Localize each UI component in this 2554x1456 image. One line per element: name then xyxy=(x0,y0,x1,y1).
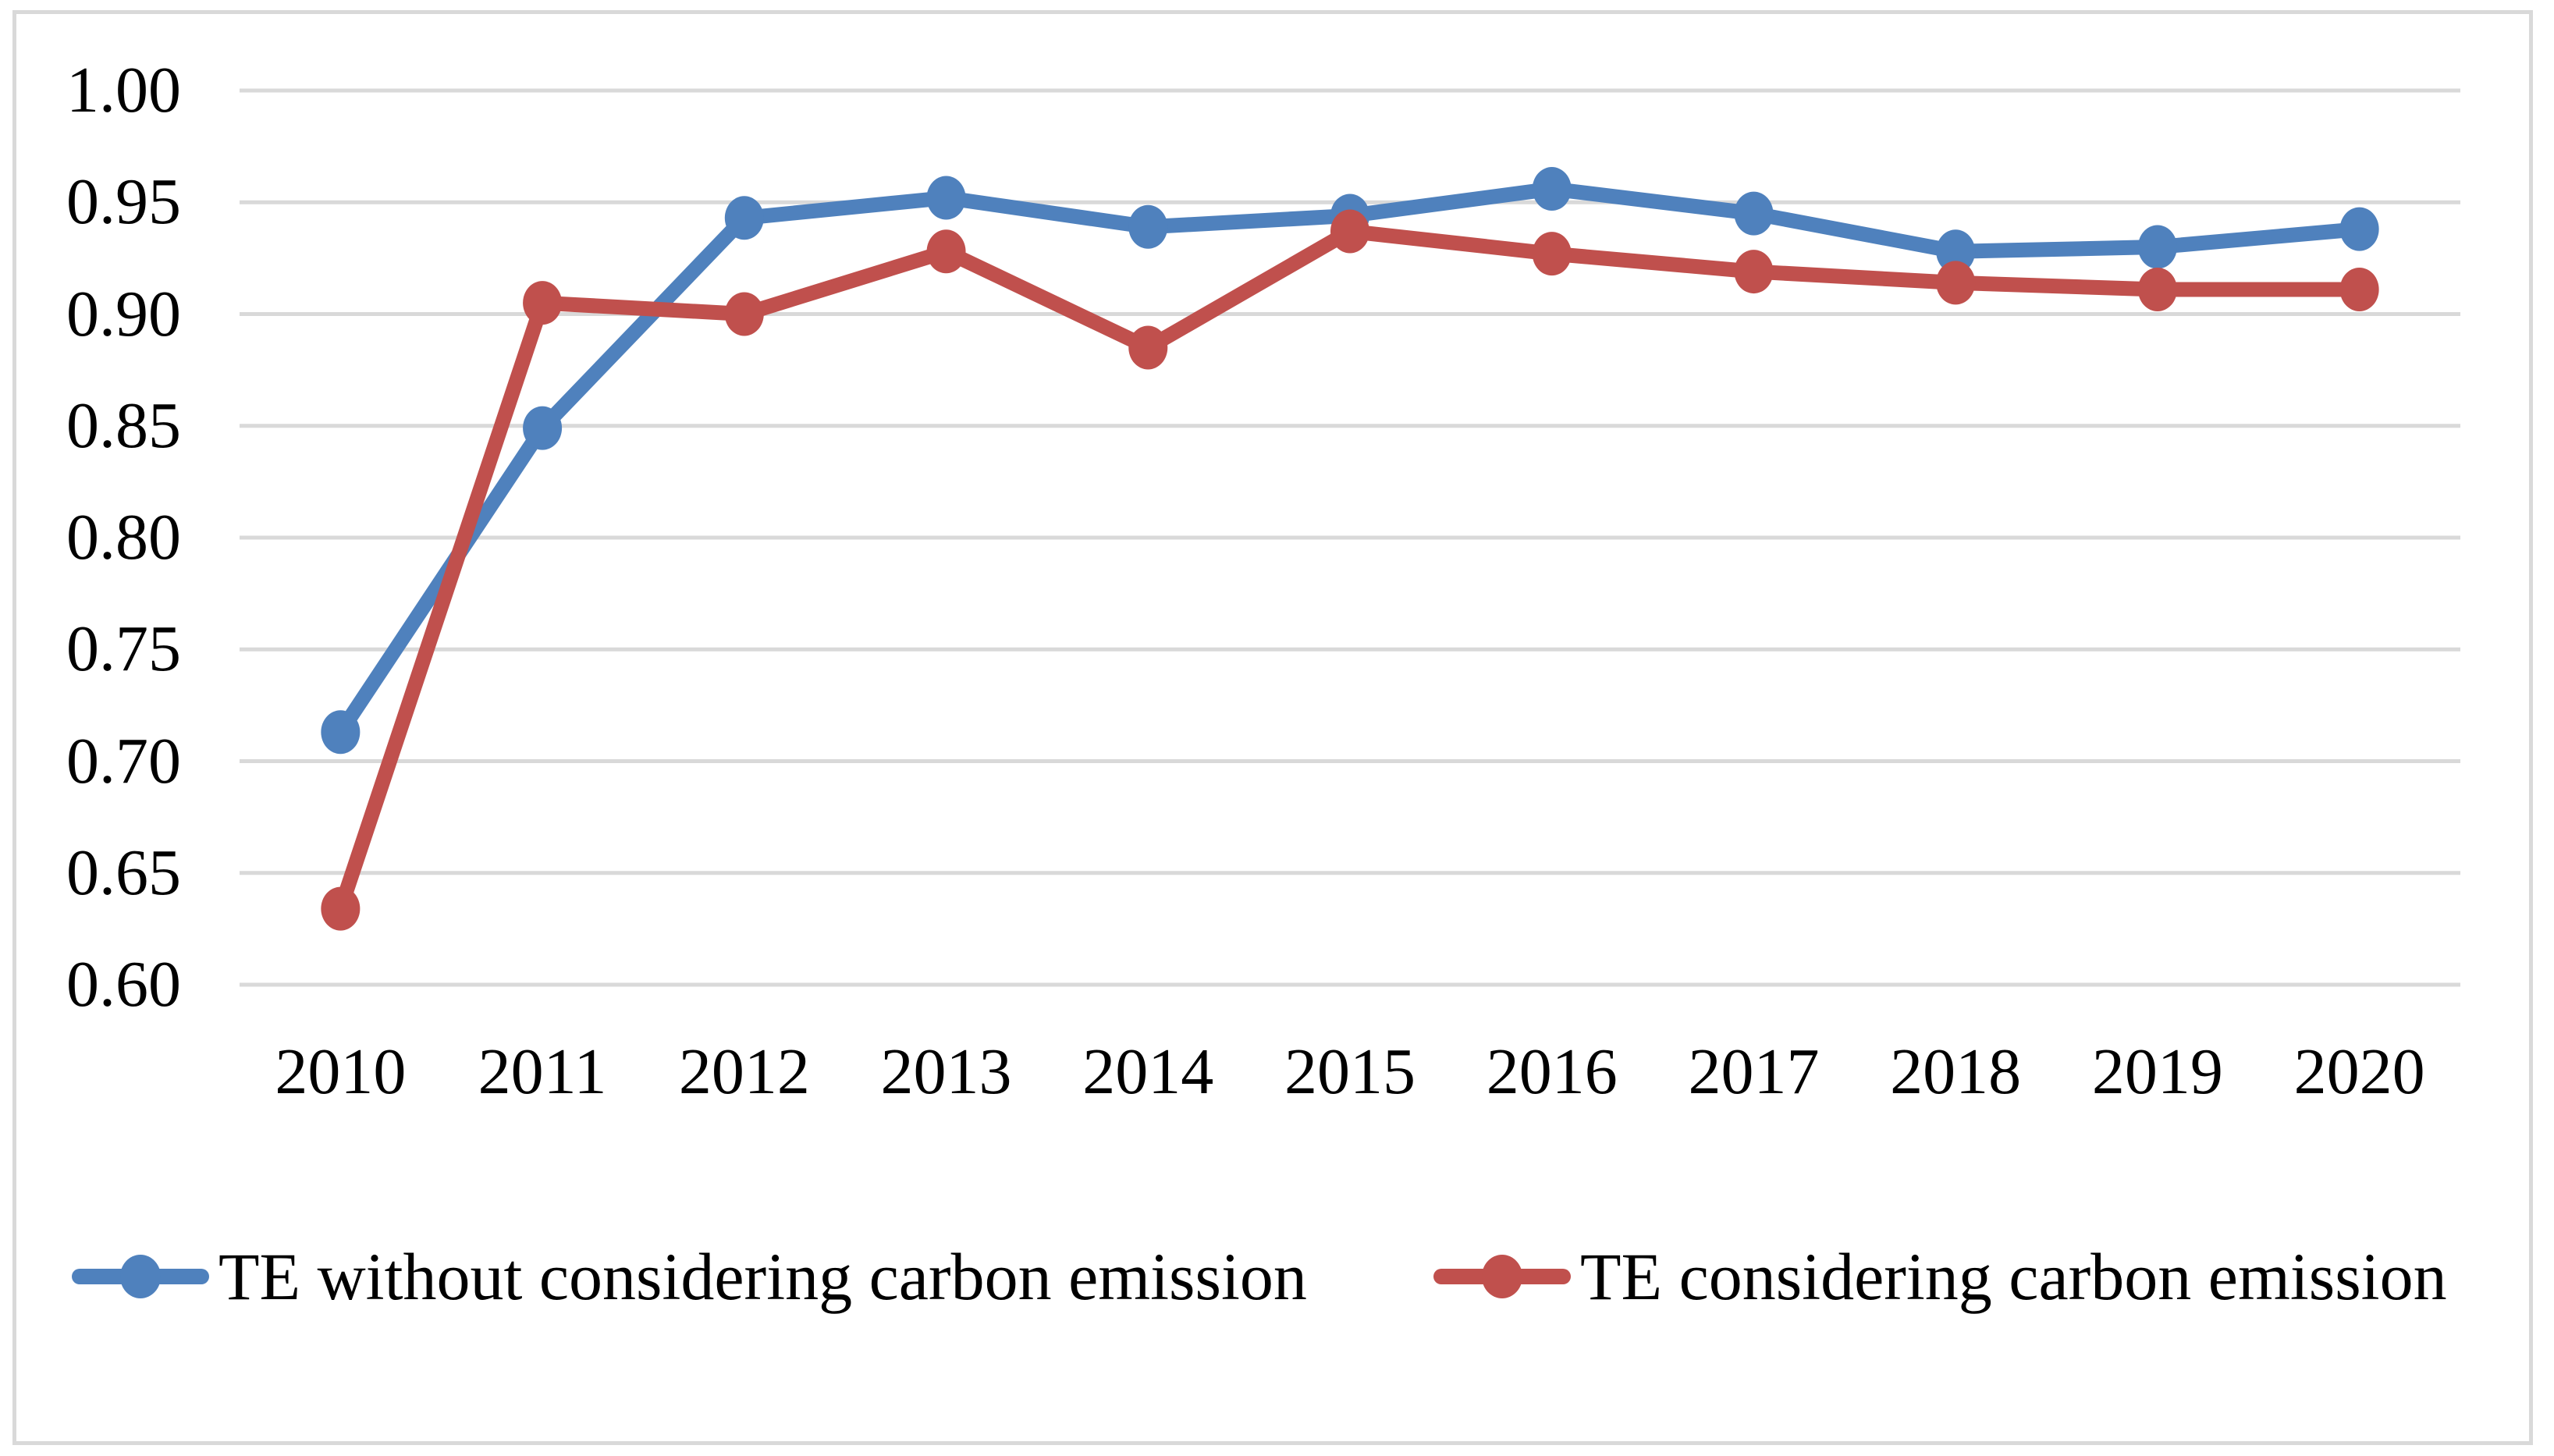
x-axis-tick-label: 2018 xyxy=(1890,1035,2022,1108)
x-axis-tick-label: 2019 xyxy=(2091,1035,2223,1108)
y-axis-tick-label: 0.70 xyxy=(66,724,181,797)
data-point-marker xyxy=(1128,204,1168,249)
data-point-marker xyxy=(2339,207,2379,251)
legend-item-without-carbon: TE without considering carbon emission xyxy=(70,1230,1307,1323)
data-point-marker xyxy=(1532,167,1572,211)
x-axis-tick-label: 2010 xyxy=(275,1035,407,1108)
x-axis-tick-label: 2013 xyxy=(880,1035,1012,1108)
data-point-marker xyxy=(2137,267,2177,311)
data-point-marker xyxy=(1936,261,1976,305)
data-point-marker xyxy=(1128,325,1168,370)
y-axis-tick-label: 0.85 xyxy=(66,389,181,462)
data-point-marker xyxy=(926,229,966,274)
y-axis-tick-label: 0.75 xyxy=(66,613,181,686)
x-axis-tick-label: 2015 xyxy=(1284,1035,1416,1108)
legend-dot xyxy=(120,1255,161,1298)
x-axis-tick-label: 2020 xyxy=(2293,1035,2425,1108)
data-point-marker xyxy=(724,292,764,336)
x-axis-tick-label: 2014 xyxy=(1082,1035,1214,1108)
y-axis-tick-label: 1.00 xyxy=(66,54,181,126)
legend-label: TE considering carbon emission xyxy=(1580,1239,2447,1314)
y-axis-tick-label: 0.65 xyxy=(66,836,181,909)
y-axis-tick-label: 0.95 xyxy=(66,165,181,239)
data-point-marker xyxy=(1936,229,1976,274)
line-marker-icon xyxy=(72,1255,209,1298)
x-axis-tick-label: 2016 xyxy=(1486,1035,1618,1108)
x-axis-tick-label: 2011 xyxy=(478,1035,607,1108)
data-point-marker xyxy=(1532,232,1572,276)
data-point-marker xyxy=(926,176,966,220)
data-point-marker xyxy=(1330,209,1369,254)
x-axis-tick-label: 2017 xyxy=(1688,1035,1820,1108)
legend-item-with-carbon: TE considering carbon emission xyxy=(1432,1230,2447,1323)
legend-label: TE without considering carbon emission xyxy=(218,1239,1307,1314)
y-axis-tick-label: 0.90 xyxy=(66,277,181,350)
data-point-marker xyxy=(1734,191,1774,236)
data-point-marker xyxy=(523,406,563,450)
data-point-marker xyxy=(1734,250,1774,294)
data-point-marker xyxy=(321,710,361,755)
data-point-marker xyxy=(2339,267,2379,311)
data-point-marker xyxy=(2137,225,2177,269)
y-axis-tick-label: 0.80 xyxy=(66,501,181,574)
data-point-marker xyxy=(724,196,764,240)
data-point-marker xyxy=(321,886,361,931)
y-axis-tick-label: 0.60 xyxy=(66,948,181,1021)
x-axis-tick-label: 2012 xyxy=(678,1035,810,1108)
legend-dot xyxy=(1482,1255,1522,1298)
data-point-marker xyxy=(523,281,563,325)
line-marker-icon xyxy=(1433,1255,1571,1298)
